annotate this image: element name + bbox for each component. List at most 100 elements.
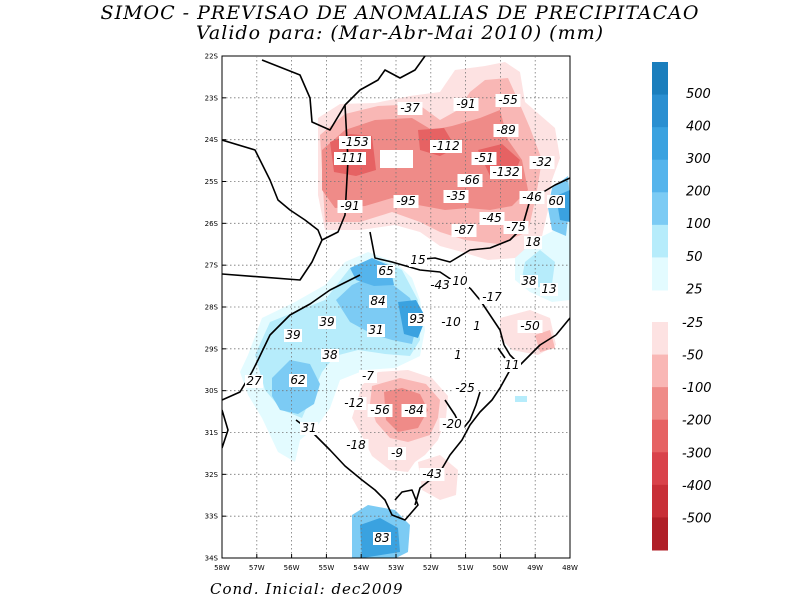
- colorbar-positive-label: 50: [686, 250, 703, 265]
- colorbar-positive-swatch: [652, 127, 668, 161]
- contour-value-label: -51: [474, 151, 494, 165]
- colorbar-negative-label: -25: [682, 316, 703, 331]
- contour-value-label: 1: [473, 319, 481, 333]
- contour-label-background: [334, 152, 366, 165]
- contour-value-label: 15: [410, 253, 425, 267]
- contour-value-label: -32: [532, 155, 552, 169]
- contour-value-label: -89: [496, 123, 516, 137]
- contour-value-label: 31: [368, 323, 383, 337]
- contour-value-label: -43: [422, 467, 442, 481]
- contour-value-label: -45: [482, 211, 502, 225]
- colorbar-positive-label: 100: [686, 217, 711, 232]
- contour-label-background: [337, 200, 363, 213]
- colorbar-positive-swatch: [652, 159, 668, 193]
- contour-label-background: [439, 418, 465, 431]
- contour-label-background: [339, 136, 371, 149]
- latitude-tick-labels: 22S 23S 24S 25S 26S 27S 28S 29S 30S 31S 32S 33S 34S: [205, 53, 226, 563]
- contour-value-label: -20: [442, 417, 462, 431]
- latitude-tick-label: 31S: [205, 429, 219, 437]
- contour-label-background: [245, 375, 263, 388]
- contour-value-label: -55: [498, 93, 518, 107]
- contour-label-background: [452, 382, 478, 395]
- contour-value-label: -46: [522, 190, 542, 204]
- contour-label-background: [495, 94, 521, 107]
- latitude-tick-label: 24S: [205, 136, 219, 144]
- latitude-tick-label: 26S: [205, 220, 219, 228]
- shaded-anomaly-field: [240, 62, 570, 558]
- longitude-tick-label: 52W: [423, 564, 439, 572]
- contour-label-background: [471, 152, 497, 165]
- contour-value-label: -43: [430, 278, 450, 292]
- contour-label-background: [419, 468, 445, 481]
- colorbar-negative-swatch: [652, 452, 668, 486]
- colorbar-negative-swatch: [652, 322, 668, 356]
- contour-label-background: [451, 224, 477, 237]
- contour-label-background: [388, 447, 406, 460]
- contour-label-background: [457, 174, 483, 187]
- contour-value-label: -37: [400, 101, 420, 115]
- colorbar-negative-swatch: [652, 484, 668, 518]
- contour-label-background: [401, 404, 427, 417]
- contour-value-label: 39: [319, 315, 334, 329]
- contour-label-background: [377, 265, 395, 278]
- colorbar-negative-swatch: [652, 517, 668, 551]
- contour-value-label: 11: [504, 358, 519, 372]
- contour-value-label: 13: [541, 282, 556, 296]
- colorbar-positive-swatch: [652, 192, 668, 226]
- colorbar-negative-label: -300: [682, 446, 712, 461]
- contour-value-label: 39: [285, 328, 300, 342]
- contour-value-label: -75: [506, 220, 526, 234]
- contour-label-background: [359, 370, 377, 383]
- colorbar-negative-label: -400: [682, 479, 712, 494]
- contour-value-labels: -37 -91 -55-89-153 -112-111 -51 -32-132-66-91…: [245, 93, 565, 545]
- colorbar-positive-label: 400: [686, 120, 711, 135]
- colorbar-positive-label: 200: [686, 185, 711, 200]
- contour-value-label: -112: [432, 139, 459, 153]
- contour-value-label: -18: [346, 438, 366, 452]
- map-subtitle: Valido para: (Mar-Abr-Mai 2010) (mm): [195, 22, 605, 44]
- latitude-tick-label: 34S: [205, 555, 219, 563]
- contour-label-background: [393, 195, 419, 208]
- contour-label-background: [452, 349, 464, 362]
- latitude-tick-label: 30S: [205, 387, 219, 395]
- contour-label-background: [529, 156, 555, 169]
- contour-value-label: -9: [391, 446, 403, 460]
- contour-value-label: -91: [456, 97, 476, 111]
- colorbar-positive: 500 400 300 200 100 50 25: [652, 62, 711, 297]
- colorbar-positive-swatch: [652, 224, 668, 258]
- longitude-tick-label: 50W: [492, 564, 508, 572]
- colorbar-negative-label: -50: [682, 349, 703, 364]
- contour-label-background: [369, 295, 387, 308]
- colorbar-negative-label: -500: [682, 511, 712, 526]
- initial-condition-label: Cond. Inicial: dec2009: [210, 580, 404, 598]
- latitude-tick-label: 33S: [205, 513, 219, 521]
- contour-label-background: [479, 212, 505, 225]
- latitude-tick-label: 23S: [205, 94, 219, 102]
- contour-value-label: -12: [344, 396, 364, 410]
- colorbar-positive-label: 25: [686, 282, 703, 297]
- latitude-tick-label: 32S: [205, 471, 219, 479]
- longitude-tick-label: 55W: [318, 564, 334, 572]
- contour-value-label: 10: [452, 274, 468, 288]
- colorbar-negative-label: -200: [682, 414, 712, 429]
- colorbar-negative-swatch: [652, 419, 668, 453]
- contour-value-label: -17: [482, 290, 502, 304]
- longitude-tick-label: 58W: [214, 564, 230, 572]
- longitude-tick-label: 53W: [388, 564, 404, 572]
- contour-label-background: [453, 98, 479, 111]
- longitude-tick-label: 54W: [353, 564, 369, 572]
- longitude-tick-label: 57W: [249, 564, 265, 572]
- contour-label-background: [367, 324, 385, 337]
- latitude-tick-label: 27S: [205, 262, 219, 270]
- map-title: SIMOC - PREVISAO DE ANOMALIAS DE PRECIPI…: [100, 2, 700, 24]
- contour-label-background: [438, 316, 464, 329]
- contour-label-background: [397, 102, 423, 115]
- contour-label-background: [427, 279, 453, 292]
- contour-label-background: [318, 316, 336, 329]
- contour-value-label: 93: [409, 312, 424, 326]
- contour-value-label: 27: [246, 374, 262, 388]
- contour-label-background: [284, 329, 302, 342]
- contour-value-label: 84: [370, 294, 385, 308]
- contour-value-label: 60: [548, 194, 564, 208]
- contour-value-label: -91: [340, 199, 360, 213]
